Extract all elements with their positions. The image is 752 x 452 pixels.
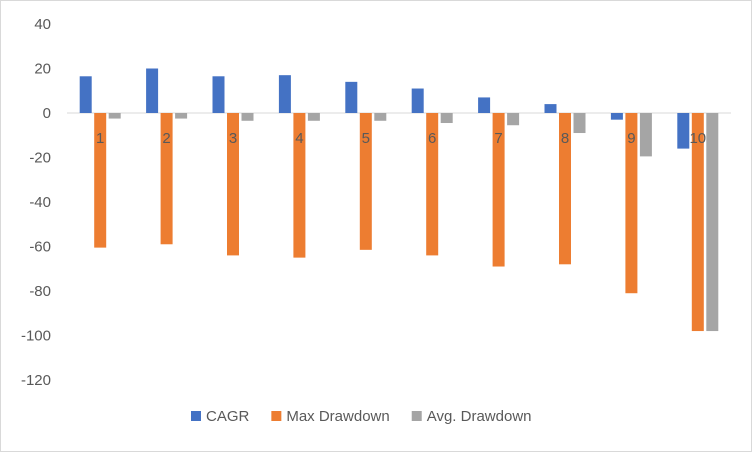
bar-max-drawdown-4 xyxy=(293,113,306,258)
category-label: 1 xyxy=(96,130,104,147)
bar-cagr-8 xyxy=(544,104,557,113)
bar-max-drawdown-8 xyxy=(559,113,571,265)
bar-avg-drawdown-5 xyxy=(374,113,387,121)
bar-max-drawdown-6 xyxy=(426,113,439,256)
y-axis-ticks: 40 20 0 -20 -40 -60 -80 -100 -120 xyxy=(21,16,51,389)
legend-label: Avg. Drawdown xyxy=(427,408,532,425)
bar-avg-drawdown-9 xyxy=(639,113,652,157)
category-label: 7 xyxy=(494,130,502,147)
y-tick-label: -100 xyxy=(21,328,51,345)
category-label: 2 xyxy=(162,130,170,147)
legend: CAGR Max Drawdown Avg. Drawdown xyxy=(191,408,532,425)
category-labels: 1 2 3 4 5 6 7 8 9 10 xyxy=(96,130,706,147)
bar-max-drawdown-10 xyxy=(691,113,704,332)
bar-cagr-9 xyxy=(610,113,623,120)
bar-avg-drawdown-4 xyxy=(307,113,320,121)
bar-max-drawdown-3 xyxy=(227,113,239,256)
y-tick-label: -40 xyxy=(29,194,51,211)
category-label: 5 xyxy=(362,130,370,147)
category-label: 9 xyxy=(627,130,635,147)
bar-cagr-1 xyxy=(79,76,92,113)
legend-label: CAGR xyxy=(206,408,250,425)
y-tick-label: 0 xyxy=(43,105,51,122)
bar-max-drawdown-2 xyxy=(160,113,173,245)
bar-cagr-10 xyxy=(677,113,690,149)
bar-avg-drawdown-6 xyxy=(440,113,453,124)
bar-avg-drawdown-10 xyxy=(706,113,719,332)
bar-max-drawdown-5 xyxy=(359,113,372,250)
y-tick-label: -80 xyxy=(29,283,51,300)
bar-avg-drawdown-7 xyxy=(507,113,520,126)
bar-cagr-2 xyxy=(146,68,159,113)
legend-swatch xyxy=(411,411,422,421)
y-tick-label: -20 xyxy=(29,150,51,167)
y-tick-label: 20 xyxy=(34,61,51,78)
y-tick-label: -60 xyxy=(29,239,51,256)
category-label: 10 xyxy=(689,130,706,147)
bar-cagr-4 xyxy=(278,75,291,113)
bar-avg-drawdown-8 xyxy=(573,113,586,134)
legend-swatch xyxy=(191,411,201,421)
category-label: 3 xyxy=(229,130,237,147)
bar-max-drawdown-9 xyxy=(625,113,638,294)
category-label: 8 xyxy=(561,130,569,147)
bar-cagr-6 xyxy=(411,88,424,113)
bar-max-drawdown-1 xyxy=(94,113,107,248)
category-label: 6 xyxy=(428,130,436,147)
bar-avg-drawdown-2 xyxy=(175,113,188,119)
y-tick-label: -120 xyxy=(21,372,51,389)
y-tick-label: 40 xyxy=(34,16,51,33)
bar-cagr-5 xyxy=(345,81,358,113)
category-label: 4 xyxy=(295,130,303,147)
bar-max-drawdown-7 xyxy=(492,113,505,267)
bars xyxy=(79,68,719,332)
bar-avg-drawdown-3 xyxy=(241,113,254,121)
bar-cagr-3 xyxy=(212,76,225,113)
bar-avg-drawdown-1 xyxy=(108,113,121,119)
legend-label: Max Drawdown xyxy=(286,408,389,425)
bar-cagr-7 xyxy=(478,97,491,113)
legend-swatch xyxy=(271,411,282,421)
